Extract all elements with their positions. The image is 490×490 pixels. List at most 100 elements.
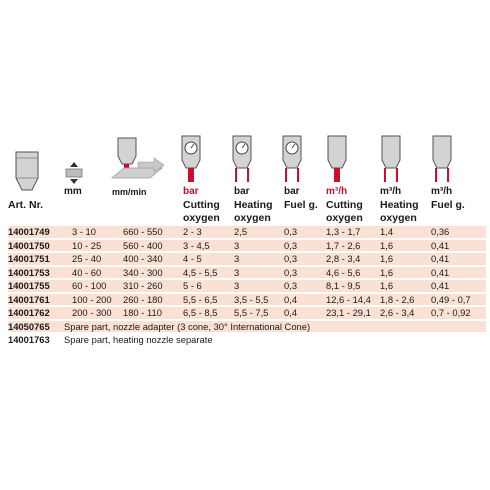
cutting-oxygen-flow-icon xyxy=(327,135,347,182)
fuel-pressure-header: Fuel g. xyxy=(284,199,318,211)
art-number: 14001749 xyxy=(8,226,50,237)
header-line: Cutting xyxy=(326,199,363,211)
heating-flow-cell: 1,6 xyxy=(380,253,394,264)
fuel-pressure-unit: bar xyxy=(284,186,300,197)
thickness-unit: mm xyxy=(64,186,82,197)
cutting-pressure-cell: 5 - 6 xyxy=(183,280,202,291)
header-line: Cutting xyxy=(183,199,220,211)
heating-oxygen-flow-icon xyxy=(381,135,401,182)
cutting-pressure-header: Cutting oxygen xyxy=(183,199,220,224)
speed-cell: 340 - 300 xyxy=(123,266,163,278)
fuel-flow-cell: 0,41 xyxy=(431,239,450,251)
cutting-flow-header: Cutting oxygen xyxy=(326,199,363,224)
fuel-pressure-cell: 0,3 xyxy=(284,280,298,291)
cutting-oxygen-pressure-icon xyxy=(181,135,201,182)
header-line: oxygen xyxy=(380,211,417,224)
speed-cell: 180 - 110 xyxy=(123,307,162,318)
heating-flow-cell: 1,8 - 2,6 xyxy=(380,293,415,305)
thickness-cell: 200 - 300 xyxy=(72,307,112,318)
heating-flow-unit: m³/h xyxy=(380,186,402,197)
speed-cell: 660 - 550 xyxy=(123,226,163,237)
heating-pressure-unit: bar xyxy=(234,186,250,197)
cutting-flow-cell: 2,8 - 3,4 xyxy=(326,253,361,264)
cutting-flow-cell: 23,1 - 29,1 xyxy=(326,307,371,318)
thickness-cell: 40 - 60 xyxy=(72,266,102,278)
speed-cell: 400 - 340 xyxy=(123,253,163,264)
table-row: 14001753 40 - 60 340 - 300 4,5 - 5,5 3 0,3 4,6… xyxy=(8,266,486,278)
cutting-pressure-cell: 6,5 - 8,5 xyxy=(183,307,218,318)
table-row: 14001755 60 - 100 310 - 260 5 - 6 3 0,3 8,1 - … xyxy=(8,280,486,292)
fuel-gas-flow-icon xyxy=(432,135,452,182)
cutting-pressure-cell: 3 - 4,5 xyxy=(183,239,210,251)
heating-pressure-cell: 2,5 xyxy=(234,226,248,237)
spare-part-description: Spare part, heating nozzle separate xyxy=(64,334,213,345)
header-line: oxygen xyxy=(326,211,363,224)
art-number: 14001761 xyxy=(8,293,50,305)
fuel-flow-cell: 0,41 xyxy=(431,253,450,264)
cutting-flow-cell: 12,6 - 14,4 xyxy=(326,293,371,305)
fuel-pressure-cell: 0,4 xyxy=(284,293,298,305)
table-row: 14001749 3 - 10 660 - 550 2 - 3 2,5 0,3 1,3 - … xyxy=(8,226,486,238)
heating-flow-cell: 1,6 xyxy=(380,280,394,291)
fuel-pressure-cell: 0,3 xyxy=(284,253,298,264)
speed-cell: 310 - 260 xyxy=(123,280,163,291)
header-line: oxygen xyxy=(183,211,220,224)
heating-flow-cell: 1,6 xyxy=(380,266,394,278)
cutting-flow-cell: 1,7 - 2,6 xyxy=(326,239,361,251)
cutting-flow-cell: 4,6 - 5,6 xyxy=(326,266,361,278)
cutting-pressure-unit: bar xyxy=(183,186,199,197)
art-nr-header: Art. Nr. xyxy=(8,199,44,211)
art-number: 14001763 xyxy=(8,334,50,345)
art-number: 14001762 xyxy=(8,307,50,318)
art-number: 14050765 xyxy=(8,320,50,332)
fuel-pressure-cell: 0,3 xyxy=(284,239,298,251)
spare-part-row: 14001763 Spare part, heating nozzle separ… xyxy=(8,334,486,346)
table-row: 14001751 25 - 40 400 - 340 4 - 5 3 0,3 2,8 - 3… xyxy=(8,253,486,265)
header-line: Heating xyxy=(234,199,273,211)
cutting-pressure-cell: 4 - 5 xyxy=(183,253,202,264)
heating-pressure-header: Heating oxygen xyxy=(234,199,273,224)
fuel-pressure-cell: 0,3 xyxy=(284,226,298,237)
art-number: 14001750 xyxy=(8,239,50,251)
thickness-cell: 25 - 40 xyxy=(72,253,102,264)
heating-pressure-cell: 3 xyxy=(234,253,240,264)
plate-thickness-icon xyxy=(65,162,83,184)
heating-pressure-cell: 3,5 - 5,5 xyxy=(234,293,269,305)
spare-part-row: 14050765 Spare part, nozzle adapter (3 co… xyxy=(8,320,486,332)
speed-unit: mm/min xyxy=(112,187,147,197)
cutting-pressure-cell: 5,5 - 6,5 xyxy=(183,293,218,305)
speed-cell: 260 - 180 xyxy=(123,293,163,305)
art-number: 14001753 xyxy=(8,266,50,278)
cutting-flow-unit: m³/h xyxy=(326,186,348,197)
heating-pressure-cell: 3 xyxy=(234,280,240,291)
art-number: 14001751 xyxy=(8,253,50,264)
fuel-flow-cell: 0,41 xyxy=(431,266,450,278)
cutting-flow-cell: 1,3 - 1,7 xyxy=(326,226,361,237)
thickness-cell: 3 - 10 xyxy=(72,226,96,237)
fuel-flow-header: Fuel g. xyxy=(431,199,465,211)
cutting-speed-icon xyxy=(110,137,165,179)
header-line: oxygen xyxy=(234,211,271,224)
nozzle-table: 14001749 3 - 10 660 - 550 2 - 3 2,5 0,3 1,3 - … xyxy=(8,226,486,348)
fuel-flow-cell: 0,49 - 0,7 xyxy=(431,293,471,305)
fuel-gas-pressure-icon xyxy=(282,135,302,182)
heating-flow-cell: 1,6 xyxy=(380,239,394,251)
speed-cell: 560 - 400 xyxy=(123,239,163,251)
heating-oxygen-pressure-icon xyxy=(232,135,252,182)
heating-flow-header: Heating oxygen xyxy=(380,199,419,224)
heating-pressure-cell: 3 xyxy=(234,266,240,278)
fuel-flow-cell: 0,7 - 0,92 xyxy=(431,307,471,318)
cutting-pressure-cell: 4,5 - 5,5 xyxy=(183,266,218,278)
thickness-cell: 100 - 200 xyxy=(72,293,112,305)
art-number: 14001755 xyxy=(8,280,50,291)
spare-part-description: Spare part, nozzle adapter (3 cone, 30° … xyxy=(64,320,311,332)
table-row: 14001762 200 - 300 180 - 110 6,5 - 8,5 5,5 -… xyxy=(8,307,486,319)
table-row: 14001761 100 - 200 260 - 180 5,5 - 6,5 3,5 -… xyxy=(8,293,486,305)
heating-pressure-cell: 5,5 - 7,5 xyxy=(234,307,269,318)
heating-pressure-cell: 3 xyxy=(234,239,240,251)
header-line: Heating xyxy=(380,199,419,211)
heating-flow-cell: 1,4 xyxy=(380,226,394,237)
fuel-flow-cell: 0,36 xyxy=(431,226,450,237)
thickness-cell: 60 - 100 xyxy=(72,280,107,291)
fuel-pressure-cell: 0,4 xyxy=(284,307,298,318)
